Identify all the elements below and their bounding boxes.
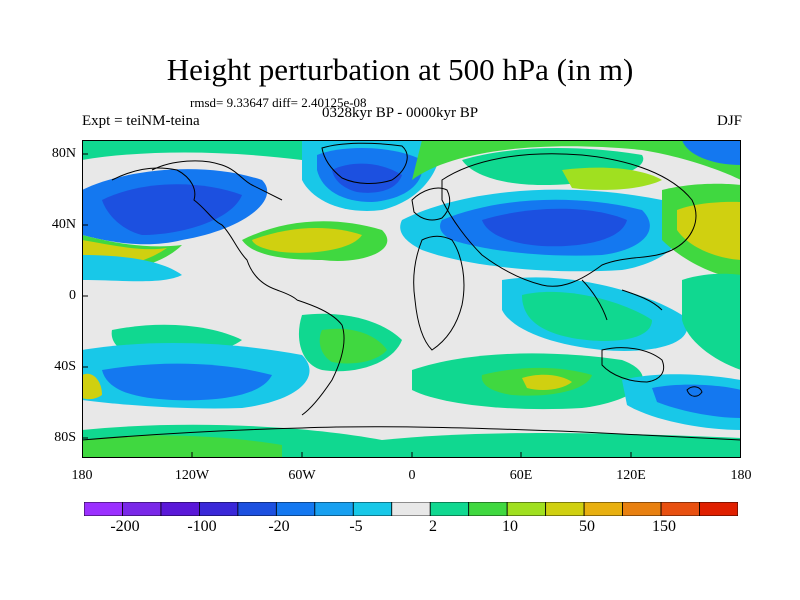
stats-line: rmsd= 9.33647 diff= 2.40125e-08 <box>190 95 367 110</box>
colorbar-box <box>660 502 700 516</box>
field-region <box>522 374 572 390</box>
colorbar-label: -200 <box>110 518 140 535</box>
colorbar-label: 2 <box>429 518 437 535</box>
lon-label-0: 0 <box>408 468 416 483</box>
colorbar-box <box>314 502 354 516</box>
colorbar-label: 50 <box>579 518 595 535</box>
lat-label-80n: 80N <box>51 146 76 161</box>
colorbar-box <box>506 502 547 516</box>
lon-label-60e: 60E <box>509 468 533 483</box>
field-region <box>652 384 741 418</box>
lat-label-0: 0 <box>69 288 76 303</box>
field-region <box>382 433 741 458</box>
colorbar <box>84 502 738 516</box>
lat-label-40s: 40S <box>54 359 76 374</box>
colorbar-box <box>699 502 738 516</box>
colorbar-box <box>352 502 393 516</box>
field-region <box>252 228 362 253</box>
colorbar-box <box>275 502 316 516</box>
colorbar-box <box>429 502 470 516</box>
field-region <box>82 255 182 282</box>
lon-label-180w: 180 <box>71 468 93 483</box>
colorbar-box <box>84 502 123 516</box>
field-region <box>102 184 242 235</box>
lon-label-180e: 180 <box>730 468 752 483</box>
lat-label-40n: 40N <box>51 217 76 232</box>
field-region <box>82 373 102 400</box>
field-region <box>82 140 302 160</box>
colorbar-label: -5 <box>349 518 363 535</box>
colorbar-box <box>122 502 162 516</box>
coastlines <box>82 142 741 441</box>
experiment-label: Expt = teiNM-teina <box>82 113 200 129</box>
field-region <box>522 291 652 341</box>
field-region <box>319 328 387 364</box>
colorbar-box <box>468 502 508 516</box>
colorbar-label: -100 <box>187 518 217 535</box>
field-region <box>677 201 741 260</box>
height-perturbation-map <box>82 140 741 458</box>
colorbar-box <box>583 502 623 516</box>
colorbar-label: -20 <box>268 518 290 535</box>
field-region <box>102 363 272 401</box>
colorbar-box <box>545 502 585 516</box>
colorbar-box <box>160 502 200 516</box>
colorbar-label: 150 <box>652 518 676 535</box>
lat-label-80s: 80S <box>54 430 76 445</box>
lon-label-120e: 120E <box>616 468 646 483</box>
colorbar-box <box>199 502 239 516</box>
colorbar-box <box>391 502 431 516</box>
field-region <box>412 140 741 180</box>
colorbar-box <box>622 502 662 516</box>
field-region <box>332 163 402 193</box>
field-region <box>682 273 741 370</box>
field-region <box>82 435 282 458</box>
lon-label-60w: 60W <box>288 468 316 483</box>
lon-label-120w: 120W <box>174 468 210 483</box>
season-label: DJF <box>716 113 742 129</box>
field-region <box>562 167 662 190</box>
colorbar-label: 10 <box>502 518 518 535</box>
tick-marks <box>82 153 632 458</box>
field-region <box>682 140 741 165</box>
field-region <box>482 208 627 247</box>
period-label: 0328kyr BP - 0000kyr BP <box>322 105 479 121</box>
colorbar-box <box>237 502 277 516</box>
map-title: Height perturbation at 500 hPa (in m) <box>166 52 634 87</box>
